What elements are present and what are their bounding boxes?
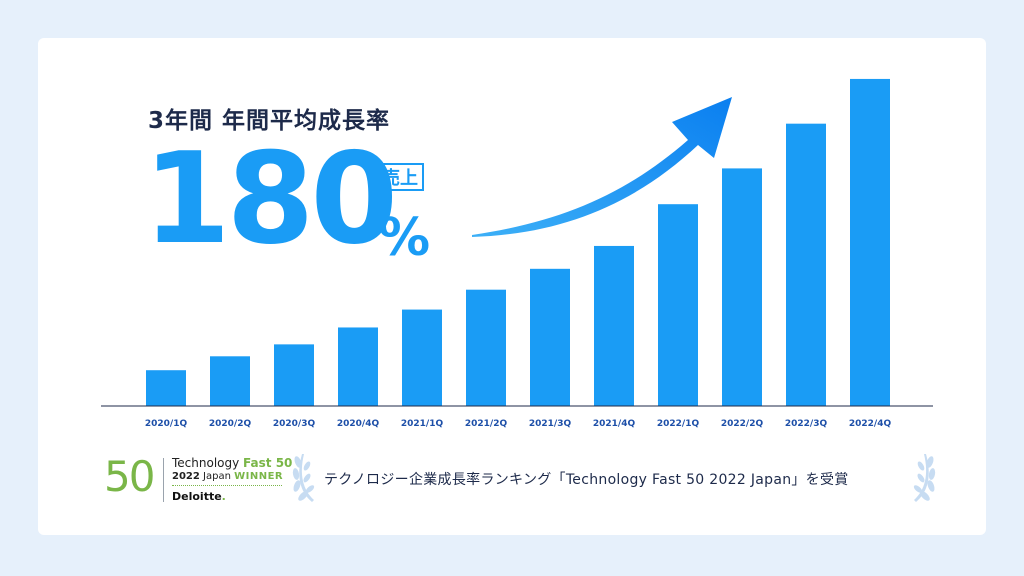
laurel-left-icon xyxy=(292,454,315,502)
award-text: テクノロジー企業成長率ランキング「Technology Fast 50 2022… xyxy=(324,472,849,488)
x-tick-label: 2021/3Q xyxy=(529,419,572,429)
growth-rate-value: 180 xyxy=(143,125,398,272)
logo-brand: Deloitte. xyxy=(172,490,226,503)
bar-2020-2Q xyxy=(210,356,250,406)
x-tick-label: 2022/3Q xyxy=(785,419,828,429)
bar-2021-1Q xyxy=(402,309,442,406)
x-tick-label: 2021/4Q xyxy=(593,419,636,429)
growth-rate-unit: % xyxy=(378,208,431,268)
logo-number: 50 xyxy=(104,452,155,501)
growth-arrow-icon xyxy=(472,97,732,237)
headline: 3年間 年間平均成長率 xyxy=(148,108,391,134)
bar-2020-3Q xyxy=(274,344,314,406)
bar-2022-4Q xyxy=(850,78,890,406)
bar-2022-1Q xyxy=(658,204,698,406)
logo-subtitle: 2022 Japan WINNER xyxy=(172,471,284,482)
x-tick-label: 2020/3Q xyxy=(273,419,316,429)
x-tick-label: 2022/4Q xyxy=(849,419,892,429)
x-tick-label: 2020/2Q xyxy=(209,419,252,429)
logo-dotted-rule xyxy=(172,485,282,486)
x-tick-label: 2020/4Q xyxy=(337,419,380,429)
x-tick-label: 2022/1Q xyxy=(657,419,700,429)
x-tick-label: 2020/1Q xyxy=(145,419,188,429)
bar-2021-3Q xyxy=(530,268,570,406)
deloitte-fast50-logo: 50 Technology Fast 50 2022 Japan WINNER … xyxy=(104,456,304,506)
main-card xyxy=(38,38,986,535)
bar-2022-2Q xyxy=(722,168,762,406)
logo-divider xyxy=(163,458,164,502)
sales-badge: 売上 xyxy=(376,163,424,191)
bar-2020-1Q xyxy=(146,370,186,406)
x-tick-label: 2021/1Q xyxy=(401,419,444,429)
x-tick-label: 2021/2Q xyxy=(465,419,508,429)
bar-2021-4Q xyxy=(594,245,634,406)
bar-2020-4Q xyxy=(338,327,378,406)
logo-title: Technology Fast 50 xyxy=(172,456,293,470)
bar-2021-2Q xyxy=(466,289,506,406)
laurel-right-icon xyxy=(913,454,936,502)
x-tick-label: 2022/2Q xyxy=(721,419,764,429)
bar-2022-3Q xyxy=(786,123,826,406)
